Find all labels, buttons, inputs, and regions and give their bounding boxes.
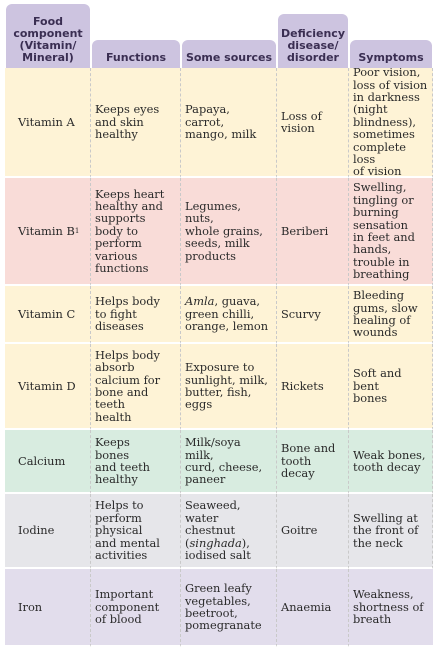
cell-component-vitamin-d: Vitamin D (5, 344, 91, 430)
cell-sources-vitamin-d: Exposure to sunlight, milk, butter, fish… (181, 344, 277, 430)
cell-deficiency-vitamin-d: Rickets (277, 344, 349, 430)
cell-symptoms-vitamin-d: Soft and bent bones (349, 344, 433, 430)
source-text: , guava, green chilli, orange, lemon (185, 294, 269, 334)
header-symptoms: Symptoms (350, 40, 432, 68)
cell-functions-vitamin-b1: Keeps heart healthy and supports body to… (91, 178, 181, 286)
cell-deficiency-vitamin-b1: Beriberi (277, 178, 349, 286)
source-text-pre: Seaweed, water chestnut ( (185, 498, 241, 550)
cell-functions-iodine: Helps to perform physical and mental act… (91, 494, 181, 569)
cell-symptoms-calcium: Weak bones, tooth decay (349, 430, 433, 494)
header-some-sources: Some sources (182, 40, 276, 68)
cell-component-iron: Iron (5, 569, 91, 647)
header-deficiency: Deficiency disease/ disorder (278, 14, 348, 68)
header-functions: Functions (92, 40, 180, 68)
cell-sources-vitamin-c: Amla, guava, green chilli, orange, lemon (181, 286, 277, 344)
cell-component-calcium: Calcium (5, 430, 91, 494)
cell-symptoms-vitamin-a: Poor vision, loss of vision in darkness … (349, 66, 433, 178)
cell-functions-calcium: Keeps bones and teeth healthy (91, 430, 181, 494)
cell-symptoms-iodine: Swelling at the front of the neck (349, 494, 433, 569)
header-food-component: Food component (Vitamin/ Mineral) (6, 4, 90, 68)
cell-sources-iron: Green leafy vegetables, beetroot, pomegr… (181, 569, 277, 647)
cell-functions-vitamin-c: Helps body to fight diseases (91, 286, 181, 344)
cell-symptoms-iron: Weakness, shortness of breath (349, 569, 433, 647)
cell-component-iodine: Iodine (5, 494, 91, 569)
cell-functions-vitamin-a: Keeps eyes and skin healthy (91, 68, 181, 178)
italic-source: Amla (185, 294, 215, 309)
component-name: Vitamin B (18, 223, 75, 238)
cell-functions-vitamin-d: Helps body absorb calcium for bone and t… (91, 344, 181, 430)
component-subscript: 1 (74, 226, 80, 235)
cell-symptoms-vitamin-b1: Swelling, tingling or burning sensation … (349, 178, 433, 286)
cell-functions-iron: Important component of blood (91, 569, 181, 647)
nutrition-table: Food component (Vitamin/ Mineral) Functi… (5, 4, 433, 647)
cell-deficiency-iron: Anaemia (277, 569, 349, 647)
cell-deficiency-vitamin-c: Scurvy (277, 286, 349, 344)
cell-component-vitamin-c: Vitamin C (5, 286, 91, 344)
cell-deficiency-vitamin-a: Loss of vision (277, 68, 349, 178)
cell-sources-vitamin-b1: Legumes, nuts, whole grains, seeds, milk… (181, 178, 277, 286)
cell-sources-vitamin-a: Papaya, carrot, mango, milk (181, 68, 277, 178)
cell-deficiency-iodine: Goitre (277, 494, 349, 569)
cell-sources-calcium: Milk/soya milk, curd, cheese, paneer (181, 430, 277, 494)
source-text: ), iodised salt (185, 535, 251, 563)
cell-sources-iodine: Seaweed, water chestnut (singhada), iodi… (181, 494, 277, 569)
cell-symptoms-vitamin-c: Bleeding gums, slow healing of wounds (349, 286, 433, 344)
italic-source: singhada (189, 535, 242, 550)
cell-deficiency-calcium: Bone and tooth decay (277, 430, 349, 494)
cell-component-vitamin-a: Vitamin A (5, 68, 91, 178)
